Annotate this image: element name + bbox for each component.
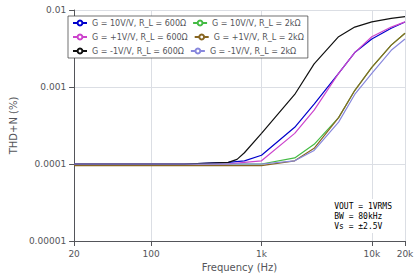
svg-text:G = -1V/V, R_L = 600Ω: G = -1V/V, R_L = 600Ω <box>92 47 184 56</box>
svg-text:G = 10V/V, R_L = 2kΩ: G = 10V/V, R_L = 2kΩ <box>212 19 301 28</box>
svg-text:THD+N (%): THD+N (%) <box>8 97 19 156</box>
svg-text:BW = 80kHz: BW = 80kHz <box>334 212 382 221</box>
svg-text:20: 20 <box>68 249 80 259</box>
svg-text:G = +1V/V, R_L = 2kΩ: G = +1V/V, R_L = 2kΩ <box>214 33 304 42</box>
svg-text:0.0001: 0.0001 <box>35 159 67 169</box>
svg-text:0.00001: 0.00001 <box>29 236 66 246</box>
svg-text:Frequency (Hz): Frequency (Hz) <box>202 262 278 273</box>
svg-text:0.01: 0.01 <box>46 5 66 15</box>
svg-text:G = -1V/V, R_L = 2kΩ: G = -1V/V, R_L = 2kΩ <box>210 47 296 56</box>
svg-text:1k: 1k <box>256 249 268 259</box>
svg-text:20k: 20k <box>397 249 414 259</box>
svg-text:G = 10V/V, R_L = 600Ω: G = 10V/V, R_L = 600Ω <box>92 19 186 28</box>
svg-text:Vs = ±2.5V: Vs = ±2.5V <box>334 222 382 231</box>
svg-text:10k: 10k <box>363 249 380 259</box>
svg-text:100: 100 <box>143 249 160 259</box>
svg-text:G = +1V/V, R_L = 600Ω: G = +1V/V, R_L = 600Ω <box>92 33 188 42</box>
svg-text:VOUT = 1VRMS: VOUT = 1VRMS <box>334 202 392 211</box>
svg-text:0.001: 0.001 <box>40 82 66 92</box>
